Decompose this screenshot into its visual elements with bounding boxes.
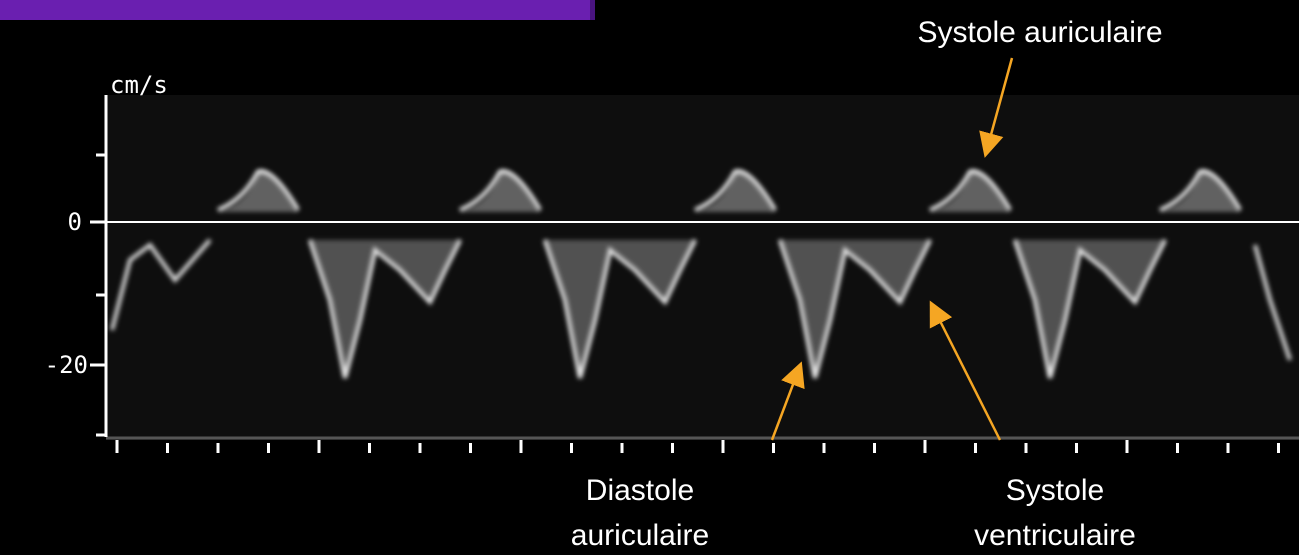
y-tick-label: -20 xyxy=(45,351,88,379)
annotation: Systole auriculaire xyxy=(917,16,1162,49)
x-tick-marks xyxy=(117,440,1279,453)
page: cm/s 0 -20 Systole auriculaire Diastole … xyxy=(0,0,1299,555)
annotation: Diastole xyxy=(586,474,694,507)
title-bar xyxy=(0,0,595,20)
title-bar-edge xyxy=(590,0,595,20)
annotation: auriculaire xyxy=(571,519,709,552)
annotation: ventriculaire xyxy=(974,519,1136,552)
axis-unit: cm/s xyxy=(110,71,168,99)
y-tick-label: 0 xyxy=(68,208,82,236)
slide: cm/s 0 -20 Systole auriculaire Diastole … xyxy=(0,0,1299,555)
y-tick-marks xyxy=(90,155,106,435)
annotation: Systole xyxy=(1006,474,1104,507)
